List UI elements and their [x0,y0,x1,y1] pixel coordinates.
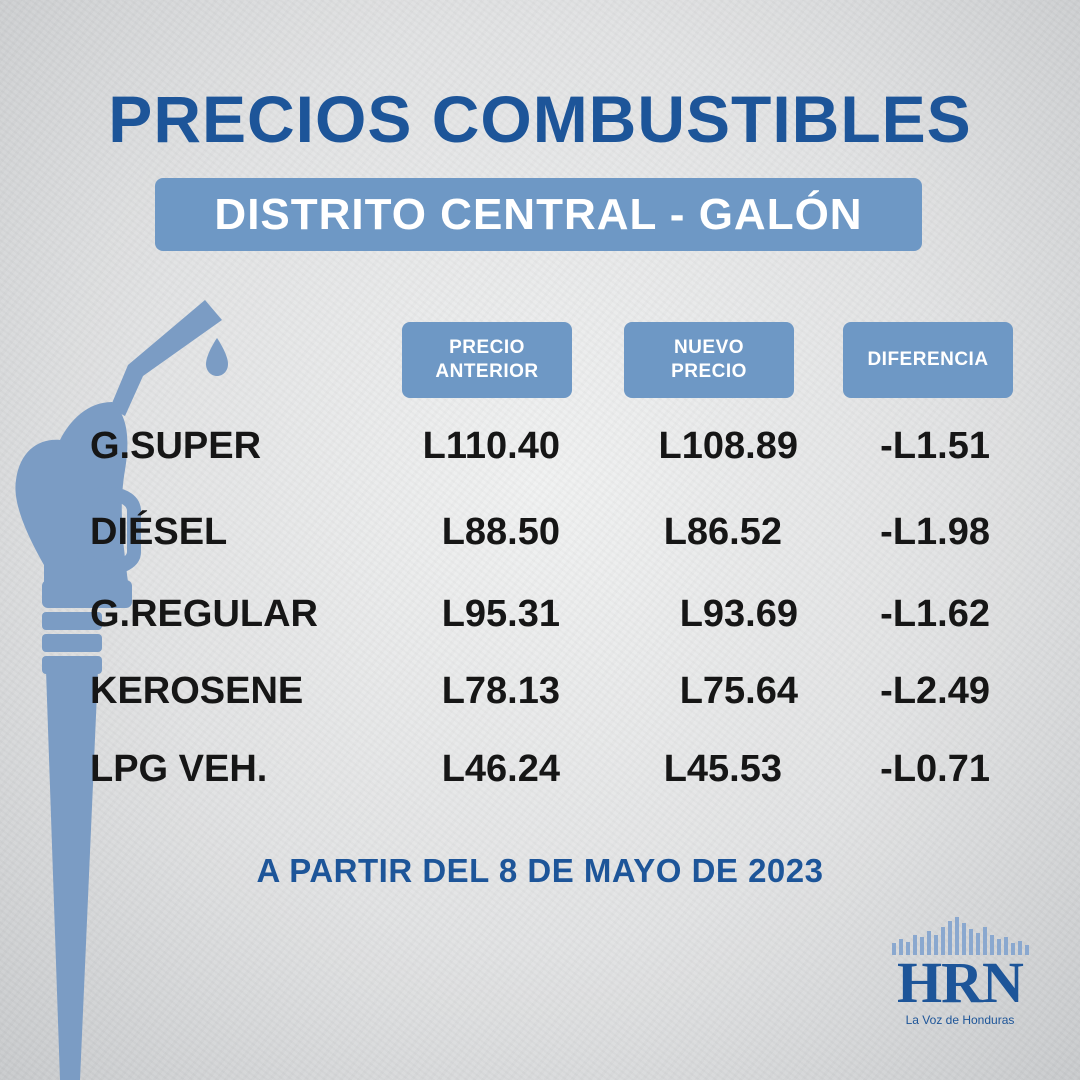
header-difference: DIFERENCIA [843,322,1013,398]
price-difference: -L2.49 [880,670,990,712]
previous-price: L46.24 [441,748,560,790]
new-price: L108.89 [658,425,798,467]
fuel-name: G.REGULAR [90,593,318,635]
previous-price: L78.13 [441,670,560,712]
price-row: DIÉSEL L88.50 L86.52 -L1.98 [0,504,1080,560]
header-new-line1: NUEVO [673,337,745,358]
price-row: KEROSENE L78.13 L75.64 -L2.49 [0,663,1080,719]
new-price: L75.64 [679,670,798,712]
new-price: L86.52 [663,511,782,553]
logo-wordmark: HRN [897,950,1024,1015]
price-row: G.SUPER L110.40 L108.89 -L1.51 [0,418,1080,474]
header-previous-line1: PRECIO [449,337,525,358]
previous-price: L95.31 [441,593,560,635]
fuel-name: G.SUPER [90,425,262,467]
previous-price: L88.50 [441,511,560,553]
fuel-name: DIÉSEL [90,511,228,553]
fuel-nozzle-icon [15,300,228,1080]
previous-price: L110.40 [422,425,560,467]
new-price: L93.69 [679,593,798,635]
price-difference: -L1.98 [880,511,990,553]
price-row: G.REGULAR L95.31 L93.69 -L1.62 [0,586,1080,642]
price-row: LPG VEH. L46.24 L45.53 -L0.71 [0,741,1080,797]
header-previous-line2: ANTERIOR [435,361,539,382]
logo-tagline: La Voz de Honduras [905,1013,1015,1027]
price-difference: -L1.62 [880,593,990,635]
page-title: PRECIOS COMBUSTIBLES [108,82,972,156]
new-price: L45.53 [663,748,782,790]
header-difference-label: DIFERENCIA [867,349,989,370]
header-new-price: NUEVO PRECIO [624,322,794,398]
fuel-drop-icon [206,338,228,376]
fuel-name: LPG VEH. [90,748,268,790]
header-new-line2: PRECIO [671,361,747,382]
effective-date: A PARTIR DEL 8 DE MAYO DE 2023 [256,852,824,889]
hrn-logo: HRN La Voz de Honduras [880,915,1040,1027]
subtitle-banner: DISTRITO CENTRAL - GALÓN [155,178,922,251]
header-previous-price: PRECIO ANTERIOR [402,322,572,398]
price-difference: -L1.51 [880,425,990,467]
fuel-name: KEROSENE [90,670,304,712]
price-difference: -L0.71 [880,748,990,790]
signal-bars-icon [892,917,1029,955]
